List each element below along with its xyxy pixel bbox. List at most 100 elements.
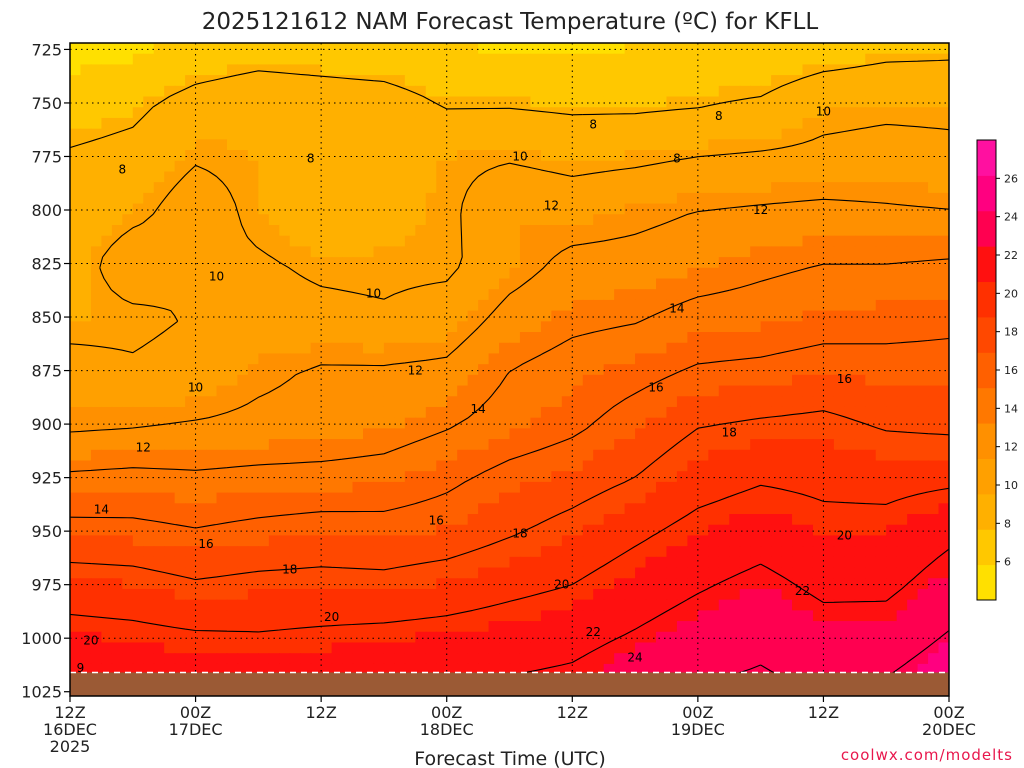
temperature-cell <box>896 374 908 387</box>
temperature-cell <box>666 567 678 579</box>
temperature-cell <box>519 599 532 611</box>
temperature-cell <box>174 278 186 290</box>
temperature-cell <box>802 546 814 558</box>
temperature-cell <box>635 406 647 419</box>
temperature-cell <box>896 428 908 440</box>
temperature-cell <box>666 364 678 376</box>
temperature-cell <box>833 460 845 472</box>
temperature-cell <box>363 214 375 226</box>
temperature-cell <box>153 75 165 87</box>
temperature-cell <box>509 299 521 312</box>
temperature-cell <box>729 267 741 280</box>
temperature-cell <box>289 310 301 322</box>
temperature-cell <box>415 364 427 376</box>
temperature-cell <box>300 610 312 622</box>
temperature-cell <box>478 224 490 237</box>
temperature-cell <box>352 374 364 387</box>
temperature-cell <box>70 546 82 558</box>
temperature-cell <box>321 117 333 130</box>
temperature-cell <box>132 321 144 333</box>
temperature-cell <box>812 364 825 376</box>
temperature-cell <box>781 342 793 355</box>
temperature-cell <box>383 374 395 387</box>
temperature-cell <box>300 417 312 429</box>
temperature-cell <box>572 214 584 226</box>
temperature-cell <box>132 535 144 547</box>
temperature-cell <box>499 364 511 376</box>
temperature-cell <box>540 621 552 633</box>
temperature-cell <box>425 128 437 140</box>
temperature-cell <box>70 653 82 665</box>
temperature-cell <box>499 353 511 365</box>
temperature-cell <box>551 75 563 87</box>
temperature-cell <box>80 481 92 494</box>
temperature-cell <box>268 503 280 515</box>
temperature-cell <box>436 332 448 344</box>
temperature-cell <box>530 299 542 312</box>
temperature-cell <box>101 374 113 387</box>
temperature-cell <box>833 289 845 301</box>
temperature-cell <box>122 128 134 140</box>
temperature-cell <box>289 85 301 98</box>
temperature-cell <box>226 417 239 429</box>
temperature-cell <box>174 53 186 65</box>
temperature-cell <box>237 192 249 205</box>
temperature-cell <box>90 514 102 526</box>
temperature-cell <box>635 214 647 226</box>
temperature-cell <box>383 214 395 226</box>
temperature-cell <box>624 535 636 547</box>
temperature-cell <box>792 150 804 162</box>
temperature-cell <box>174 257 186 269</box>
temperature-cell <box>917 117 929 130</box>
temperature-cell <box>300 492 312 504</box>
temperature-cell <box>666 439 678 451</box>
temperature-cell <box>467 139 479 151</box>
temperature-cell <box>289 150 301 162</box>
temperature-cell <box>373 556 385 569</box>
temperature-cell <box>195 128 207 140</box>
temperature-cell <box>226 588 239 601</box>
temperature-cell <box>928 578 940 590</box>
temperature-cell <box>886 556 898 569</box>
temperature-cell <box>206 96 218 108</box>
temperature-cell <box>247 299 259 312</box>
temperature-cell <box>101 203 113 215</box>
temperature-cell <box>478 364 490 376</box>
temperature-cell <box>896 621 908 633</box>
temperature-cell <box>865 578 877 590</box>
temperature-cell <box>352 524 364 537</box>
temperature-cell <box>247 321 259 333</box>
temperature-cell <box>907 75 919 87</box>
temperature-cell <box>582 171 594 183</box>
temperature-cell <box>90 385 102 397</box>
temperature-cell <box>593 192 605 205</box>
temperature-cell <box>582 556 594 569</box>
temperature-cell <box>289 224 301 237</box>
temperature-cell <box>446 460 458 472</box>
temperature-cell <box>404 610 416 622</box>
temperature-cell <box>802 610 814 622</box>
temperature-cell <box>404 278 416 290</box>
temperature-cell <box>718 588 730 601</box>
temperature-cell <box>624 663 636 676</box>
temperature-cell <box>645 203 657 215</box>
temperature-cell <box>70 289 82 301</box>
temperature-cell <box>467 653 479 665</box>
temperature-cell <box>247 417 259 429</box>
temperature-cell <box>101 524 113 537</box>
temperature-cell <box>907 128 919 140</box>
temperature-cell <box>111 278 123 290</box>
temperature-cell <box>781 160 793 173</box>
temperature-cell <box>750 128 762 140</box>
temperature-cell <box>729 439 741 451</box>
temperature-cell <box>886 428 898 440</box>
temperature-cell <box>122 85 134 98</box>
temperature-cell <box>603 139 615 151</box>
temperature-cell <box>917 182 929 194</box>
temperature-cell <box>771 428 783 440</box>
temperature-cell <box>90 428 102 440</box>
temperature-cell <box>530 567 542 579</box>
temperature-cell <box>844 299 856 312</box>
temperature-cell <box>771 107 783 119</box>
temperature-cell <box>886 417 898 429</box>
